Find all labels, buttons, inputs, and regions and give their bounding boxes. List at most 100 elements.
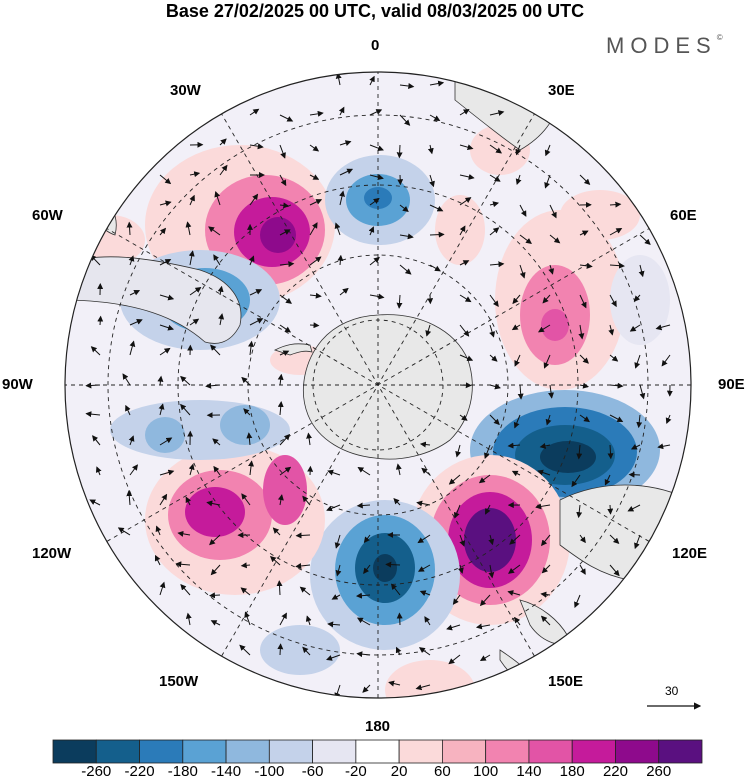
colorbar-swatch <box>528 739 573 764</box>
wind-vector <box>479 594 491 607</box>
wind-vector <box>574 594 581 609</box>
wind-vector <box>609 201 622 208</box>
map-title: Base 27/02/2025 00 UTC, valid 08/03/2025… <box>165 1 585 21</box>
wind-vector <box>279 324 292 333</box>
wind-vector <box>210 344 221 356</box>
colorbar-swatch <box>312 739 357 764</box>
wind-vector <box>209 534 221 546</box>
wind-vector <box>429 264 441 272</box>
wind-vector <box>299 586 311 596</box>
wind-vector <box>537 469 551 476</box>
wind-vector <box>489 414 500 426</box>
colorbar-swatch <box>182 739 227 764</box>
wind-vector <box>396 144 403 159</box>
wind-vector <box>188 463 195 476</box>
wind-vector <box>219 164 228 176</box>
wind-vector <box>607 444 614 460</box>
wind-vector <box>519 234 532 244</box>
wind-vector <box>305 615 312 626</box>
wind-vector <box>633 294 641 302</box>
lon-label-180: 180 <box>365 718 391 735</box>
lon-label-30w: 30W <box>170 82 201 99</box>
wind-vector <box>369 75 375 86</box>
wind-vector <box>218 313 225 326</box>
wind-vector <box>446 624 461 631</box>
wind-vector <box>579 414 590 423</box>
wind-vector <box>399 114 411 126</box>
wind-vector <box>609 262 625 269</box>
wind-vector <box>309 174 320 180</box>
wind-vector <box>576 504 583 519</box>
wind-vector <box>538 324 551 333</box>
wind-vector <box>512 294 521 305</box>
wind-vector <box>395 463 402 476</box>
wind-vector <box>356 651 371 658</box>
wind-vector <box>549 234 561 244</box>
wind-vector <box>279 144 286 159</box>
wind-vector <box>539 443 551 449</box>
wind-vector <box>188 250 195 266</box>
wind-vector <box>571 474 581 488</box>
wind-vector <box>639 234 651 245</box>
wind-vector <box>630 444 641 450</box>
wind-vector <box>335 564 342 577</box>
wind-vector <box>279 261 295 268</box>
wind-vector <box>661 354 671 367</box>
wind-vector <box>338 106 345 116</box>
wind-vector <box>369 293 385 300</box>
wind-vector <box>159 200 172 207</box>
wind-vector <box>452 594 461 605</box>
wind-vector <box>249 318 264 326</box>
colorbar-tick-label: 60 <box>434 763 451 780</box>
wind-vector <box>326 654 341 661</box>
colorbar-swatch <box>571 739 616 764</box>
wind-vector <box>309 256 322 266</box>
wind-vector <box>277 494 284 506</box>
wind-vector <box>279 174 287 187</box>
wind-vector <box>604 474 611 486</box>
wind-vector <box>548 264 555 275</box>
wind-vector <box>540 534 551 547</box>
lon-label-60w: 60W <box>32 207 63 224</box>
wind-vector <box>514 354 521 367</box>
wind-vector <box>327 469 341 476</box>
wind-vector <box>417 534 431 544</box>
wind-vector <box>248 340 254 356</box>
wind-vector <box>356 617 371 626</box>
wind-vector <box>453 504 461 519</box>
wind-vector <box>249 289 263 296</box>
wind-vector <box>609 414 624 422</box>
wind-vector <box>417 564 431 572</box>
wind-vector <box>609 354 619 362</box>
wind-vector <box>388 680 401 687</box>
wind-vector <box>479 654 491 662</box>
wind-vector <box>544 144 551 157</box>
wind-vector <box>155 525 162 536</box>
wind-vector <box>210 564 221 576</box>
wind-vector <box>295 532 311 539</box>
wind-vector <box>302 495 311 506</box>
wind-vector <box>429 114 441 121</box>
colorbar-tick-label: 220 <box>602 763 628 780</box>
wind-vector <box>95 466 102 476</box>
wind-vector <box>399 233 414 240</box>
wind-vector <box>459 324 470 337</box>
wind-vector <box>545 414 552 426</box>
wind-vector <box>212 438 221 446</box>
wind-vector <box>129 319 143 326</box>
wind-vector <box>206 500 221 507</box>
wind-vector <box>519 204 527 217</box>
wind-vector <box>92 435 101 446</box>
wind-vector <box>459 225 466 236</box>
wind-vector <box>335 72 342 86</box>
wind-vector <box>339 287 349 296</box>
wind-vector <box>97 315 104 326</box>
wind-vector <box>657 443 671 450</box>
wind-vector <box>240 562 251 569</box>
wind-vector <box>248 460 255 476</box>
wind-vector <box>128 435 135 446</box>
wind-vector <box>424 616 431 626</box>
wind-vector <box>309 110 324 117</box>
wind-vector <box>513 414 521 429</box>
wind-vector <box>339 190 345 206</box>
